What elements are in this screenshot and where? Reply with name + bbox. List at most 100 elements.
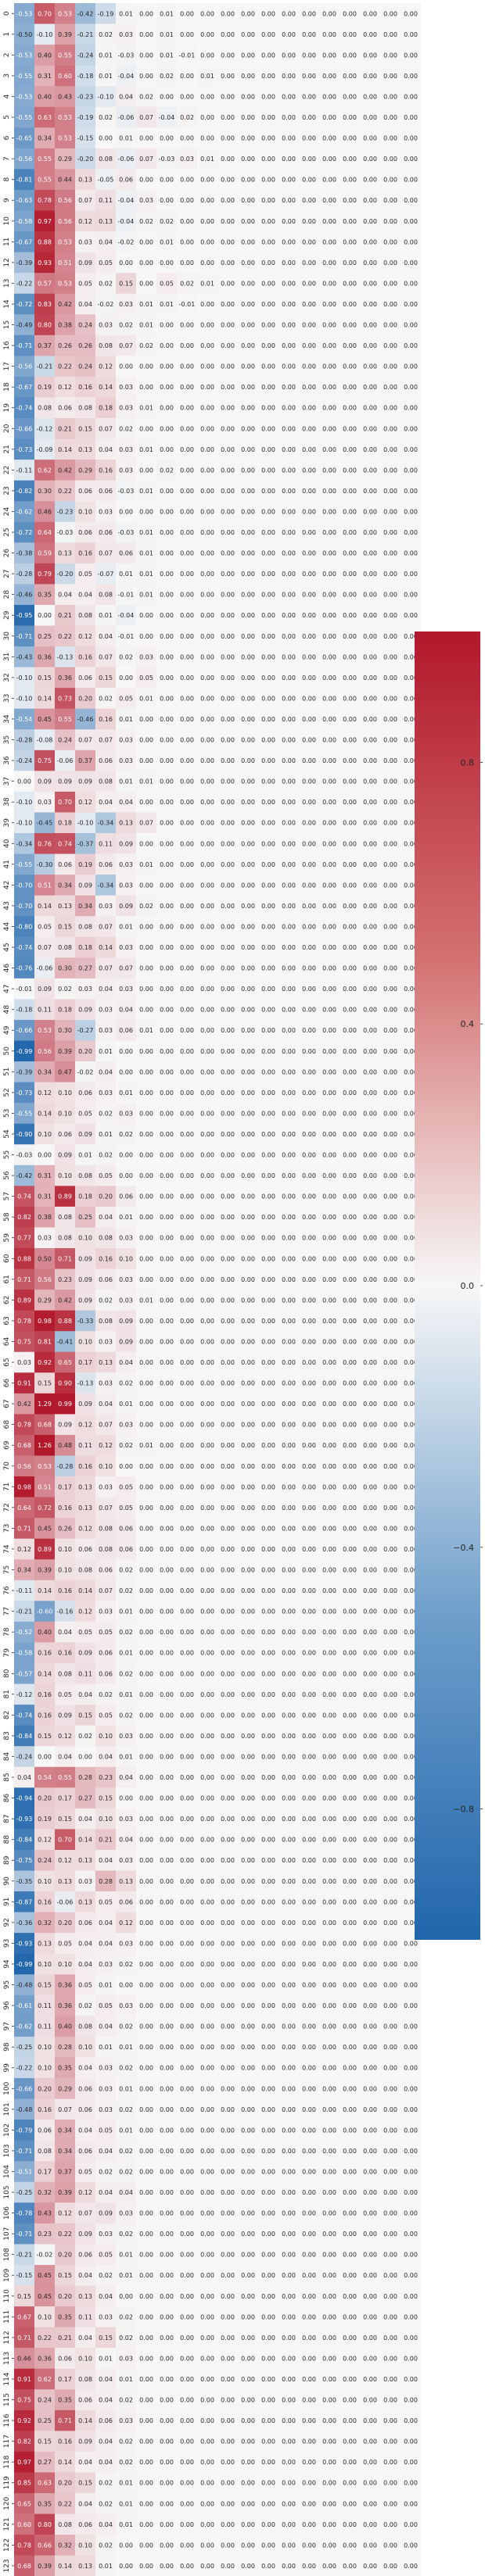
cell-value-label: 0.00 — [200, 114, 214, 121]
cell-value-label: 0.01 — [119, 1608, 133, 1615]
cell-value-label: 0.00 — [200, 2313, 214, 2320]
cell-value-label: -0.01 — [16, 986, 33, 993]
heatmap-cell — [340, 418, 360, 440]
cell-value-label: 0.00 — [404, 218, 418, 225]
cell-value-label: 0.00 — [119, 1982, 133, 1989]
cell-value-label: 0.00 — [180, 73, 194, 80]
heatmap-cell — [156, 23, 177, 45]
cell-value-label: 0.40 — [38, 93, 52, 100]
cell-value-label: 0.09 — [78, 778, 92, 785]
cell-value-label: 0.00 — [241, 757, 255, 764]
heatmap-cell — [55, 335, 75, 356]
cell-value-label: 0.02 — [119, 425, 133, 432]
cell-value-label: 0.07 — [99, 965, 113, 972]
cell-value-label: 0.00 — [180, 840, 194, 847]
cell-value-label: 0.00 — [180, 2480, 194, 2487]
cell-value-label: 0.00 — [261, 1546, 275, 1553]
cell-value-label: 0.15 — [58, 923, 72, 930]
cell-value-label: 0.00 — [261, 1027, 275, 1034]
cell-value-label: 0.00 — [139, 1235, 153, 1242]
cell-value-label: 0.00 — [180, 1919, 194, 1927]
cell-value-label: 0.00 — [302, 2500, 316, 2507]
cell-value-label: 0.04 — [99, 1919, 113, 1927]
cell-value-label: 0.00 — [343, 1442, 357, 1449]
cell-value-label: 0.00 — [139, 1982, 153, 1989]
cell-value-label: 0.00 — [282, 1442, 296, 1449]
cell-value-label: 0.00 — [383, 820, 397, 827]
cell-value-label: 0.00 — [383, 986, 397, 993]
cell-value-label: 0.00 — [322, 259, 336, 267]
cell-value-label: 0.00 — [241, 737, 255, 744]
cell-value-label: 0.00 — [404, 197, 418, 204]
cell-value-label: 0.00 — [322, 695, 336, 702]
cell-value-label: 0.00 — [261, 301, 275, 308]
cell-value-label: 0.00 — [38, 1152, 52, 1159]
heatmap-cell — [14, 148, 34, 170]
heatmap-cell — [340, 273, 360, 295]
cell-value-label: 0.09 — [78, 1255, 92, 1262]
cell-value-label: 0.24 — [78, 322, 92, 329]
cell-value-label: 0.03 — [119, 1733, 133, 1740]
cell-value-label: 0.00 — [363, 1795, 377, 1802]
cell-value-label: 0.00 — [200, 653, 214, 660]
heatmap-cell — [380, 106, 401, 128]
cell-value-label: 0.00 — [282, 1297, 296, 1304]
cell-value-label: 0.00 — [404, 301, 418, 308]
cell-value-label: 0.00 — [241, 1048, 255, 1055]
cell-value-label: 0.00 — [343, 2210, 357, 2217]
cell-value-label: 0.00 — [261, 1857, 275, 1864]
heatmap-cell — [136, 106, 156, 128]
cell-value-label: 0.00 — [322, 1795, 336, 1802]
cell-value-label: 0.02 — [180, 114, 194, 121]
cell-value-label: 0.01 — [99, 1048, 113, 1055]
cell-value-label: 0.00 — [282, 2480, 296, 2487]
cell-value-label: 0.09 — [78, 259, 92, 267]
cell-value-label: 0.00 — [241, 571, 255, 578]
heatmap-cell — [319, 335, 340, 356]
cell-value-label: 0.00 — [139, 1152, 153, 1159]
cell-value-label: 0.00 — [200, 1068, 214, 1075]
cell-value-label: 0.00 — [363, 550, 377, 557]
cell-value-label: 0.03 — [119, 1816, 133, 1823]
cell-value-label: 0.00 — [302, 1338, 316, 1345]
heatmap-cell — [177, 231, 197, 253]
heatmap-cell — [217, 106, 238, 128]
cell-value-label: 0.05 — [78, 571, 92, 578]
cell-value-label: 0.06 — [99, 861, 113, 868]
heatmap-cell — [95, 231, 116, 253]
cell-value-label: 0.00 — [180, 2231, 194, 2238]
heatmap-cell — [177, 106, 197, 128]
cell-value-label: 0.00 — [160, 2313, 174, 2320]
cell-value-label: 0.00 — [383, 2002, 397, 2009]
cell-value-label: 0.01 — [119, 1691, 133, 1698]
cell-value-label: -0.74 — [16, 1712, 33, 1719]
cell-value-label: -0.71 — [16, 342, 33, 349]
heatmap-cell — [238, 252, 258, 274]
cell-value-label: -0.24 — [16, 1753, 33, 1760]
heatmap-cell — [360, 376, 380, 398]
cell-value-label: 0.00 — [261, 716, 275, 723]
cell-value-label: 0.31 — [38, 73, 52, 80]
heatmap-cell — [34, 45, 55, 66]
cell-value-label: 0.00 — [200, 1380, 214, 1387]
cell-value-label: 0.00 — [241, 2293, 255, 2300]
cell-value-label: 0.00 — [160, 1338, 174, 1345]
cell-value-label: 0.00 — [221, 1027, 235, 1034]
cell-value-label: 0.00 — [322, 2376, 336, 2383]
cell-value-label: 0.26 — [58, 1525, 72, 1532]
cell-value-label: 0.13 — [119, 1878, 133, 1885]
cell-value-label: -0.49 — [16, 322, 33, 329]
cell-value-label: 0.00 — [343, 1691, 357, 1698]
cell-value-label: -0.19 — [98, 10, 114, 17]
cell-value-label: 0.00 — [282, 135, 296, 142]
cell-value-label: 0.00 — [261, 1816, 275, 1823]
heatmap-cell — [380, 314, 401, 336]
cell-value-label: 0.00 — [200, 1982, 214, 1989]
cell-value-label: 0.00 — [282, 238, 296, 245]
cell-value-label: 0.19 — [38, 1816, 52, 1823]
cell-value-label: 0.00 — [282, 2459, 296, 2466]
cell-value-label: 0.00 — [383, 1774, 397, 1781]
cell-value-label: 0.00 — [343, 1235, 357, 1242]
cell-value-label: 0.00 — [322, 2127, 336, 2134]
cell-value-label: 0.00 — [404, 322, 418, 329]
